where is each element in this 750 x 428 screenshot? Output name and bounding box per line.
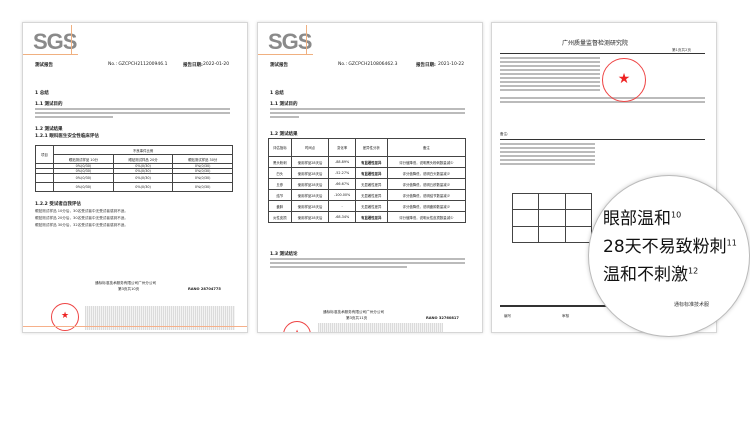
sgs-report-eye-safety: SGS 测试报告 No.: GZCPCH211200946.1 报告日期: 20… [22,22,248,333]
section-self-assessment: 1.2.2 受试者自我评估 [35,202,81,207]
sgs-logo: SGS [268,29,312,54]
section-summary: 1 总结 [35,91,49,96]
section-results: 1.2 测试结果 [270,132,298,137]
rano-number: RANO 28704775 [188,287,221,291]
magnifier-callout: 眼部温和10 28天不易致粉刺11 温和不刺激12 通标标准技术服 [588,175,750,337]
result-line: 眼贴测试样品 20分后，30名受试者中无受试者感到不适。 [35,216,128,220]
company-name: 通标标准技术服务有限公司广州分公司 [323,310,385,314]
prepared-by-label: 编写 [504,314,512,318]
acne-results-table: 评估指标 时间点 变化率 差异性分析 备注 黑头粉刺 使用样品28天后 -88.89% 有显著… [268,138,467,223]
section-purpose: 1.1 测试目的 [270,102,298,107]
section-eye-assessment: 1.2.1 眼科医生安全性临床评估 [35,134,99,139]
institute-title: 广州质量监督检测研究院 [562,40,629,47]
report-number: No.: GZCPCH210806462.3 [338,62,398,67]
section-purpose: 1.1 测试目的 [35,102,63,107]
section-results: 1.2 测试结果 [35,127,63,132]
report-label: 测试报告 [35,63,53,68]
report-number: No.: GZCPCH211200946.1 [108,62,168,67]
report-label: 测试报告 [270,63,288,68]
page-number: 第3页共10页 [118,287,140,291]
result-line: 眼贴测试样品 30分后，32名受试者中无受试者感到不适。 [35,223,128,227]
date-label: 报告日期: [183,63,203,68]
claim-eye-mild: 眼部温和10 [603,209,682,229]
report-date: 2022-01-20 [203,62,230,67]
claim-non-comedogenic: 28天不易致粉刺11 [603,237,737,257]
adverse-event-table: 项目 不良事件比例 眼贴测试样品 10分 眼贴测试样品 20分 眼贴测试样品 30分 … [34,145,233,192]
page-number: 第3页共11页 [346,316,368,320]
date-label: 报告日期: [416,63,436,68]
sgs-report-acne: SGS 测试报告 No.: GZCPCH210806462.3 报告日期: 20… [257,22,483,333]
section-summary: 1 总结 [270,91,284,96]
test-table [511,192,593,244]
page-number: 第1页共2页 [672,48,691,52]
section-conclusion: 1.3 测试结论 [270,252,298,257]
remark-label: 备注: [500,132,509,136]
red-stamp-icon: ★ [51,303,79,331]
red-stamp-icon: ★ [283,321,311,332]
red-stamp-icon: ★ [602,58,646,102]
reviewed-by-label: 审核 [562,314,570,318]
result-line: 眼贴测试样品 10分后，30名受试者中无受试者感到不适。 [35,209,128,213]
report-date: 2021-10-22 [438,62,465,67]
rano-number: RANO 32760817 [426,316,459,320]
company-name: 通标标准技术服务有限公司广州分公司 [95,281,157,285]
footer-text: 通标标准技术服 [674,302,710,308]
sgs-logo: SGS [33,29,77,54]
claim-non-irritating: 温和不刺激12 [603,265,699,285]
